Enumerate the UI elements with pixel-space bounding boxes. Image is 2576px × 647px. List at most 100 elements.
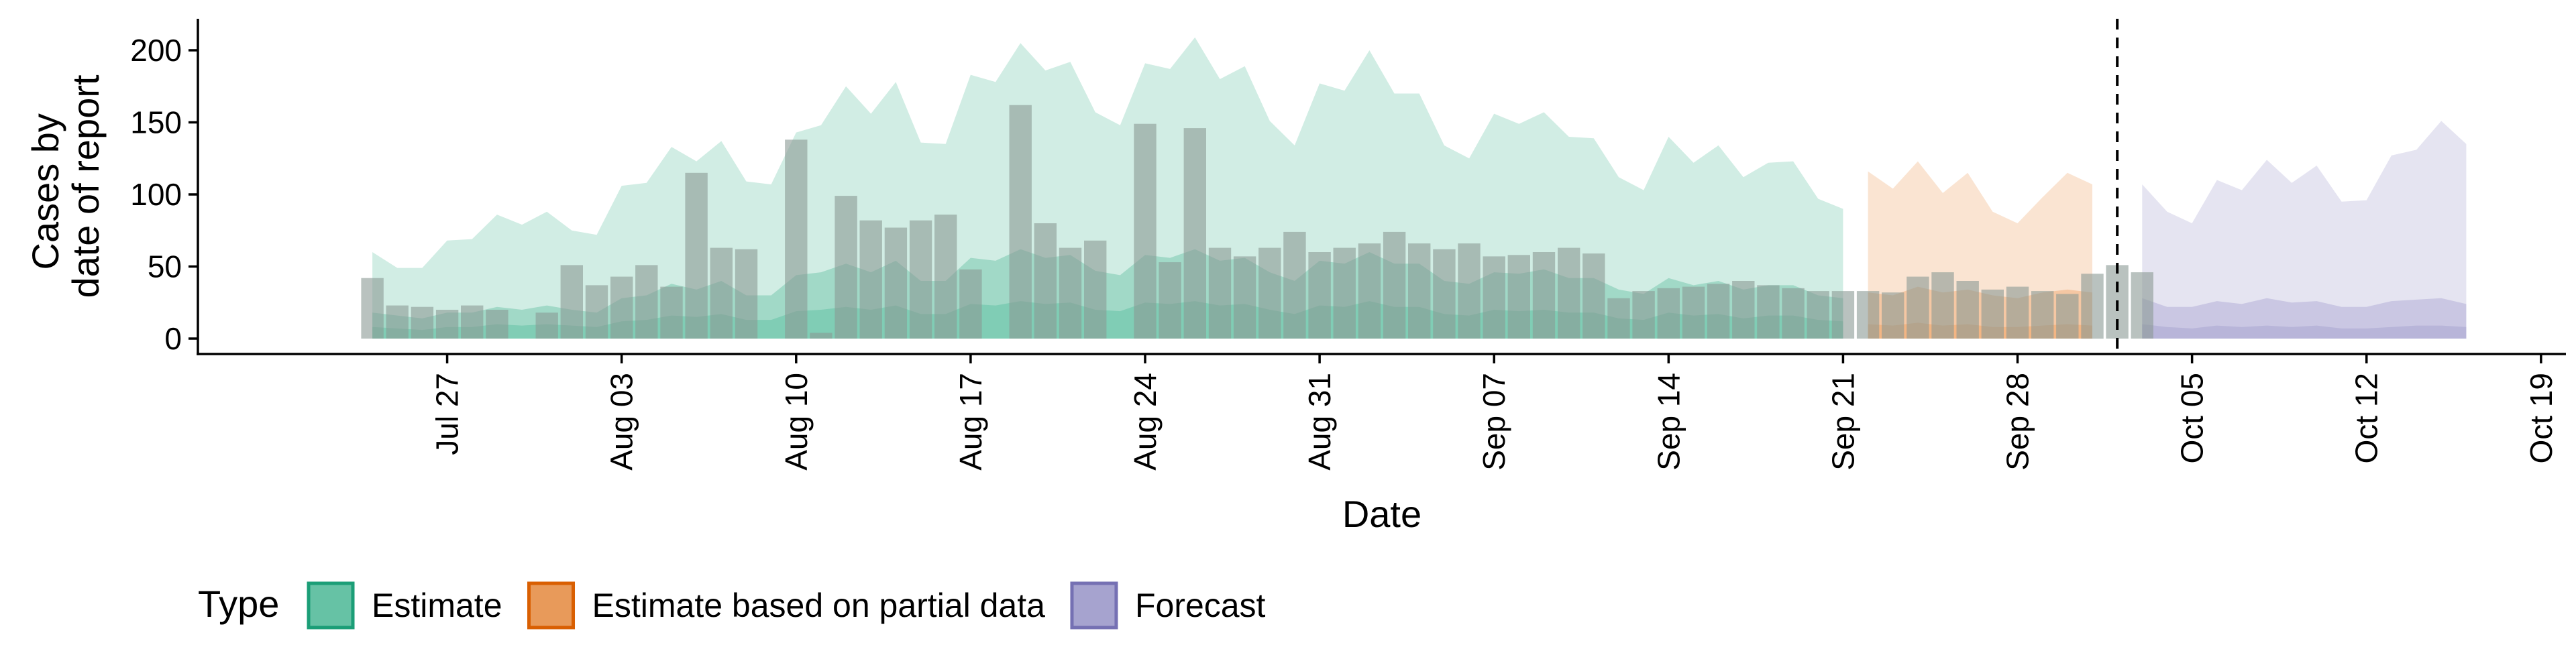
legend-title: Type: [198, 583, 279, 625]
x-tick-label: Oct 12: [2349, 373, 2384, 464]
report-bar: [1582, 253, 1605, 339]
report-bar: [535, 312, 558, 339]
x-tick-label: Aug 10: [779, 373, 814, 471]
report-bar: [1632, 291, 1655, 339]
report-bar: [710, 247, 733, 339]
x-tick-label: Oct 05: [2175, 373, 2210, 464]
report-bar: [361, 278, 384, 339]
report-bar: [2006, 286, 2029, 339]
report-bar: [1458, 243, 1481, 339]
report-bar: [835, 196, 857, 339]
x-tick-label: Aug 17: [953, 373, 988, 471]
report-bar: [1981, 289, 2004, 339]
x-tick-label: Oct 19: [2524, 373, 2559, 464]
x-tick-label: Sep 21: [1825, 373, 1860, 471]
y-tick-label: 200: [130, 33, 182, 68]
report-bar: [660, 286, 683, 339]
y-tick-label: 0: [164, 321, 182, 356]
report-bar: [1283, 231, 1306, 339]
report-bar: [1682, 286, 1705, 339]
forecast-upper90-ribbon: [2142, 121, 2467, 339]
y-axis-title-line-1: Cases by: [24, 113, 66, 270]
report-bar: [1483, 256, 1505, 339]
report-bar: [785, 139, 808, 339]
report-bar: [1159, 262, 1181, 339]
report-bar: [1208, 247, 1232, 339]
report-bar: [934, 215, 957, 339]
report-bar: [1532, 252, 1556, 339]
x-tick-label: Sep 07: [1477, 373, 1511, 471]
report-bar: [1358, 243, 1381, 339]
report-bar: [1034, 223, 1057, 339]
report-bar: [1383, 231, 1406, 339]
report-bar: [685, 172, 708, 339]
report-bar: [2031, 291, 2054, 339]
x-axis-title: Date: [1342, 493, 1421, 535]
x-tick-label: Sep 28: [2000, 373, 2035, 471]
report-bar: [1907, 276, 1929, 339]
report-bar: [411, 306, 434, 339]
report-bar: [1831, 291, 1855, 339]
report-bar: [959, 269, 982, 339]
y-tick-label: 100: [130, 177, 182, 212]
report-bar: [1408, 243, 1431, 339]
report-bar: [1009, 105, 1032, 339]
report-bar: [1657, 288, 1680, 339]
report-bar: [810, 333, 833, 339]
report-bar: [909, 220, 932, 339]
report-bar: [1183, 128, 1206, 339]
legend-key-forecast: [1070, 581, 1118, 630]
report-bar: [2081, 274, 2104, 339]
forecast-upper20-ribbon: [2142, 324, 2467, 339]
report-bar: [1258, 247, 1281, 339]
legend-label-estimate: Estimate: [372, 587, 502, 624]
report-bar: [1807, 291, 1829, 339]
y-tick-label: 150: [130, 105, 182, 140]
report-bar: [859, 220, 882, 339]
report-bar: [1233, 256, 1256, 339]
y-axis-title-line-2: date of report: [64, 74, 107, 298]
report-bar: [1757, 285, 1780, 339]
report-bar: [735, 249, 758, 339]
legend: Type Estimate Estimate based on partial d…: [198, 581, 1266, 630]
x-tick-label: Aug 24: [1128, 373, 1163, 471]
report-bar: [1558, 247, 1580, 339]
report-bar: [1956, 281, 1979, 339]
legend-key-estimate: [307, 581, 355, 630]
report-bar: [1084, 240, 1107, 339]
report-bar: [461, 305, 484, 339]
report-bar: [610, 276, 633, 339]
report-bar: [635, 265, 658, 339]
report-bar: [2131, 272, 2153, 339]
x-tick-label: Sep 14: [1651, 373, 1686, 471]
report-bar: [1059, 247, 1082, 339]
report-bar: [2056, 294, 2079, 339]
report-bar: [884, 227, 908, 339]
legend-label-forecast: Forecast: [1135, 587, 1266, 624]
report-bar: [1607, 298, 1630, 339]
legend-label-partial: Estimate based on partial data: [592, 587, 1046, 624]
x-tick-label: Aug 31: [1302, 373, 1337, 471]
y-axis-title: Cases by date of report: [24, 74, 107, 298]
report-bar: [1782, 288, 1805, 339]
report-bar: [486, 310, 508, 339]
y-tick-label: 50: [148, 249, 182, 284]
x-tick-label: Jul 27: [430, 373, 465, 455]
report-bar: [1931, 272, 1954, 339]
bar-layer: [361, 105, 2153, 339]
report-bar: [1433, 249, 1456, 339]
report-bar: [435, 310, 459, 339]
report-bar: [1308, 252, 1331, 339]
report-bar: [585, 285, 608, 339]
report-bar: [1882, 292, 1904, 339]
report-bar: [1856, 291, 1880, 339]
report-bar: [1333, 247, 1356, 339]
report-bar: [386, 305, 409, 339]
x-tick-label: Aug 03: [604, 373, 639, 471]
report-bar: [560, 265, 583, 339]
y-axis-ticks: 0 50 100 150 200: [130, 33, 198, 356]
x-axis-ticks: Jul 27 Aug 03 Aug 10 Aug 17 Aug 24 Aug 31 Sep …: [430, 354, 2559, 471]
report-bar: [1134, 123, 1157, 339]
